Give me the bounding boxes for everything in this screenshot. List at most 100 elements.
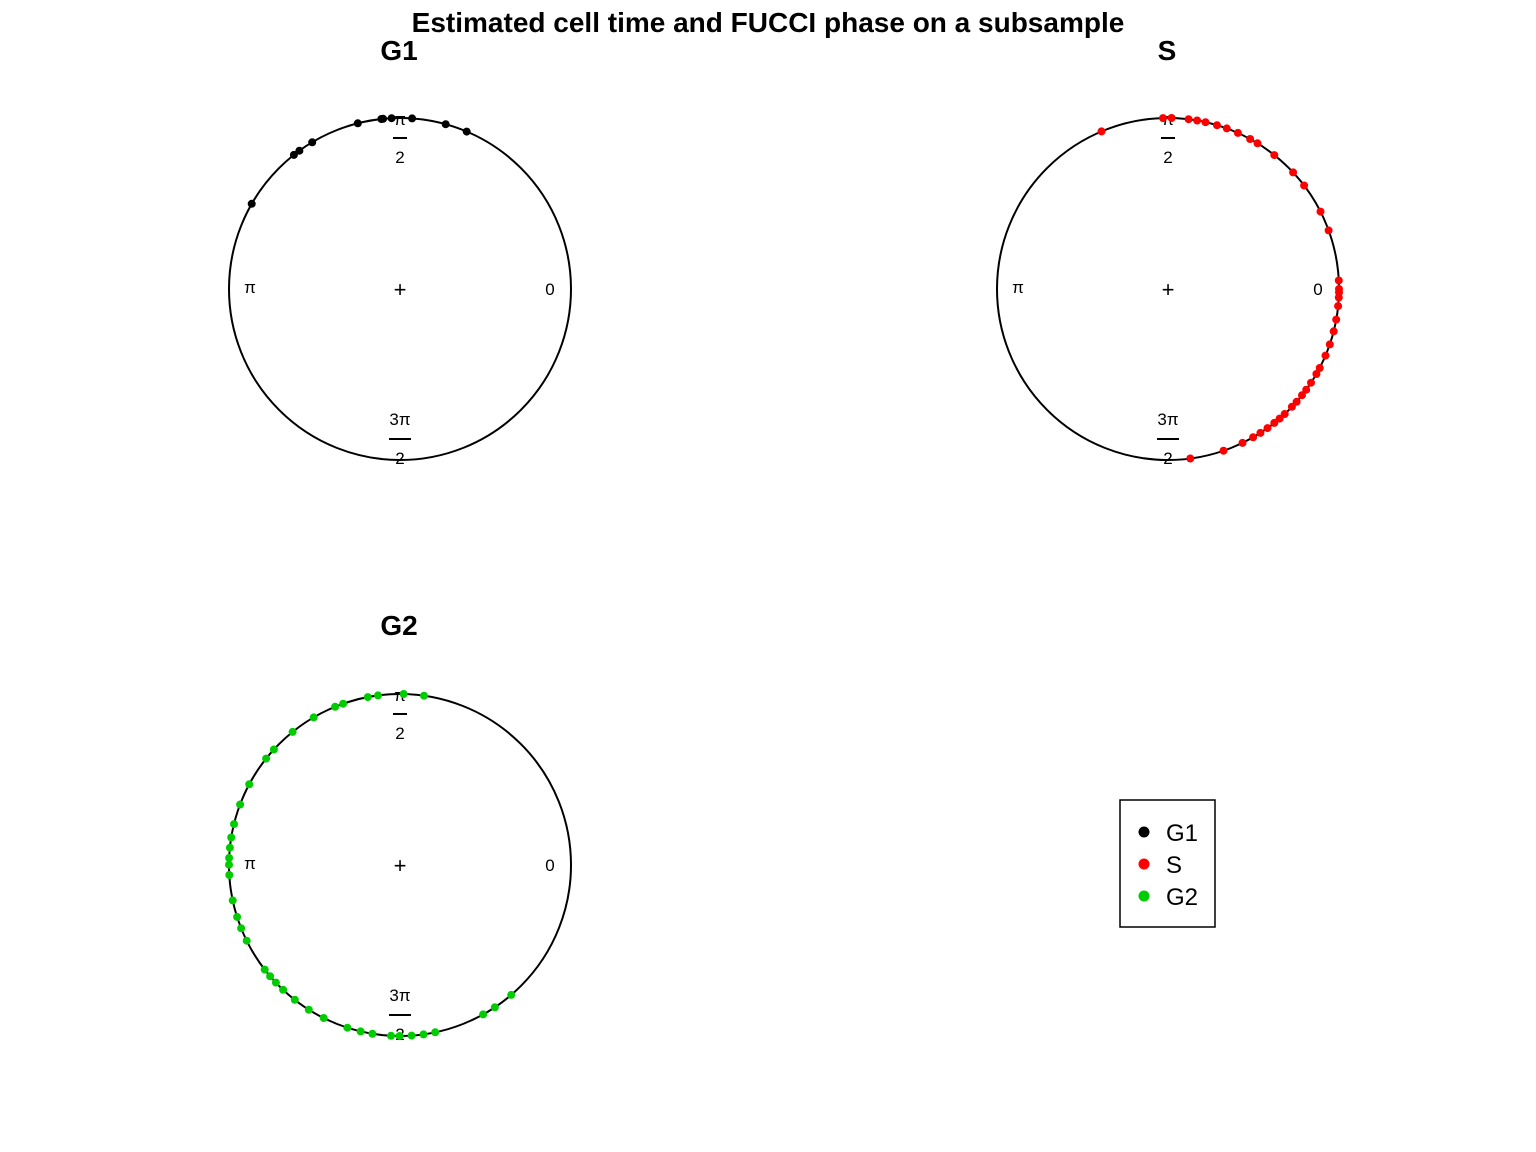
point-g2-28: [319, 1014, 328, 1022]
point-g2-37: [479, 1010, 488, 1019]
legend-label-g2: G2: [1166, 884, 1198, 911]
point-s-20: [1256, 428, 1265, 437]
legend-label-s: S: [1166, 852, 1182, 879]
tick-label-pi-g1: π: [244, 278, 256, 297]
point-g2-1: [399, 690, 408, 698]
point-g2-20: [237, 924, 246, 933]
tick-label-zero-s: 0: [1313, 280, 1322, 299]
center-cross-g1: +: [394, 277, 407, 302]
tick-label-three-half-pi-num-g2: 3π: [389, 986, 410, 1005]
point-g2-23: [266, 972, 275, 981]
point-g2-8: [269, 745, 278, 754]
point-g1-8: [295, 146, 304, 155]
panel-title-g1: G1: [380, 35, 417, 66]
point-s-37: [1184, 115, 1193, 124]
point-s-11: [1307, 378, 1315, 387]
points-g1: [247, 114, 471, 208]
legend-marker-g2: [1138, 890, 1150, 902]
point-g2-31: [368, 1029, 377, 1038]
point-s-5: [1332, 315, 1341, 324]
point-g2-14: [225, 843, 234, 852]
point-g1-10: [247, 199, 256, 208]
point-g2-7: [288, 727, 297, 736]
point-s-14: [1292, 397, 1301, 406]
point-g2-25: [279, 985, 288, 994]
point-g2-2: [374, 691, 382, 700]
point-g2-9: [262, 754, 271, 763]
point-s-17: [1275, 414, 1284, 423]
point-s-27: [1300, 181, 1309, 190]
circle-outline-g1: [228, 117, 572, 461]
point-g2-16: [225, 860, 233, 869]
panel-title-g2: G2: [380, 610, 417, 641]
point-s-38: [1167, 114, 1176, 122]
point-g1-6: [353, 119, 362, 128]
tick-label-three-half-pi-num-s: 3π: [1157, 410, 1178, 429]
point-g1-2: [408, 114, 417, 123]
point-g2-15: [225, 853, 234, 862]
point-g2-34: [407, 1031, 416, 1040]
point-g2-19: [233, 912, 242, 921]
point-g2-6: [309, 713, 318, 722]
point-s-0: [1334, 276, 1343, 285]
point-s-22: [1238, 438, 1247, 447]
point-g2-21: [242, 936, 251, 945]
legend-box: [1119, 799, 1216, 928]
point-g2-38: [490, 1003, 499, 1012]
point-g1-1: [441, 120, 450, 129]
point-g2-5: [331, 702, 340, 711]
point-g1-5: [377, 115, 386, 123]
tick-label-pi-s: π: [1012, 278, 1024, 297]
point-g2-12: [230, 820, 238, 829]
point-s-36: [1193, 116, 1202, 125]
point-s-39: [1159, 114, 1167, 123]
point-s-28: [1289, 168, 1298, 177]
point-g2-3: [363, 693, 372, 702]
point-s-8: [1321, 351, 1330, 360]
point-s-26: [1316, 207, 1325, 216]
point-g1-9: [289, 150, 298, 159]
point-g2-30: [356, 1027, 365, 1036]
point-g1-3: [387, 114, 396, 123]
point-g2-13: [227, 833, 236, 842]
point-g2-22: [260, 965, 269, 974]
center-cross-g2: +: [394, 853, 407, 878]
tick-label-zero-g1: 0: [545, 280, 554, 299]
point-s-40: [1097, 127, 1106, 136]
point-g2-27: [304, 1005, 313, 1014]
chart-title: Estimated cell time and FUCCI phase on a…: [412, 7, 1125, 38]
point-s-24: [1186, 454, 1195, 463]
point-g2-39: [507, 990, 516, 999]
point-s-16: [1280, 410, 1289, 418]
point-g1-7: [308, 138, 317, 147]
point-g2-24: [271, 978, 280, 987]
tick-label-half-pi-den-g1: 2: [395, 148, 404, 167]
center-cross-s: +: [1162, 277, 1175, 302]
point-g2-0: [420, 691, 428, 700]
point-s-30: [1253, 139, 1262, 148]
legend-marker-g1: [1138, 826, 1150, 838]
point-s-34: [1213, 121, 1221, 130]
points-s: [1097, 114, 1343, 463]
points-g2: [225, 690, 516, 1040]
point-g2-4: [339, 699, 348, 708]
point-s-3: [1334, 293, 1343, 302]
point-g2-36: [431, 1028, 440, 1037]
point-s-25: [1324, 226, 1333, 235]
point-g1-0: [462, 127, 471, 136]
point-s-7: [1325, 340, 1334, 349]
point-g2-32: [387, 1031, 395, 1040]
legend: G1 S G2: [1119, 799, 1216, 928]
legend-marker-s: [1138, 858, 1150, 870]
tick-label-half-pi-num-g1: π: [394, 110, 406, 129]
point-g2-29: [343, 1023, 352, 1032]
point-s-33: [1222, 124, 1231, 133]
panel-title-s: S: [1158, 35, 1177, 66]
point-s-4: [1334, 302, 1343, 311]
point-s-15: [1287, 402, 1296, 411]
tick-label-three-half-pi-den-g1: 2: [395, 449, 404, 468]
